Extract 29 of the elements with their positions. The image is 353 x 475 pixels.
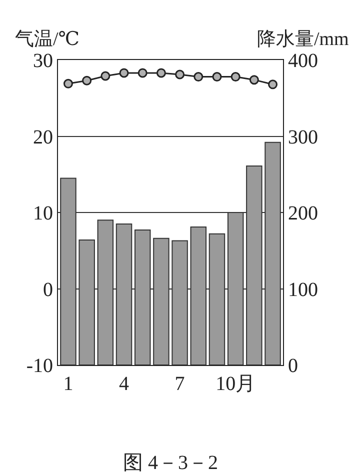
x-tick-label: 10月 <box>216 373 256 395</box>
x-tick-label: 1 <box>63 373 74 395</box>
y2-tick-label: 400 <box>288 50 318 72</box>
point <box>82 76 92 86</box>
point <box>100 71 110 81</box>
y2-tick-label: 100 <box>288 278 318 301</box>
y-axis-title: 气温/℃ <box>15 29 80 50</box>
point <box>63 78 73 88</box>
y-tick-label: 0 <box>43 278 53 301</box>
point <box>230 72 240 82</box>
point <box>119 68 129 78</box>
point <box>194 72 204 82</box>
point <box>138 68 148 78</box>
y2-tick-label: 200 <box>288 202 318 224</box>
y-tick-label: 30 <box>33 50 53 72</box>
y2-axis-title: 降水量/mm <box>257 29 350 50</box>
y-tick-label: 10 <box>33 202 53 224</box>
y2-tick-label: 300 <box>288 126 318 148</box>
x-tick-label: 4 <box>119 373 130 395</box>
point <box>212 72 222 82</box>
point <box>156 68 166 78</box>
y-tick-label: 20 <box>33 126 53 148</box>
point <box>175 70 185 80</box>
caption: 图 4－3－2 <box>123 452 218 474</box>
x-tick-label: 7 <box>174 373 185 395</box>
point <box>268 80 278 90</box>
y-tick-label: -10 <box>26 355 53 377</box>
point <box>249 75 259 85</box>
y2-tick-label: 0 <box>288 355 298 377</box>
